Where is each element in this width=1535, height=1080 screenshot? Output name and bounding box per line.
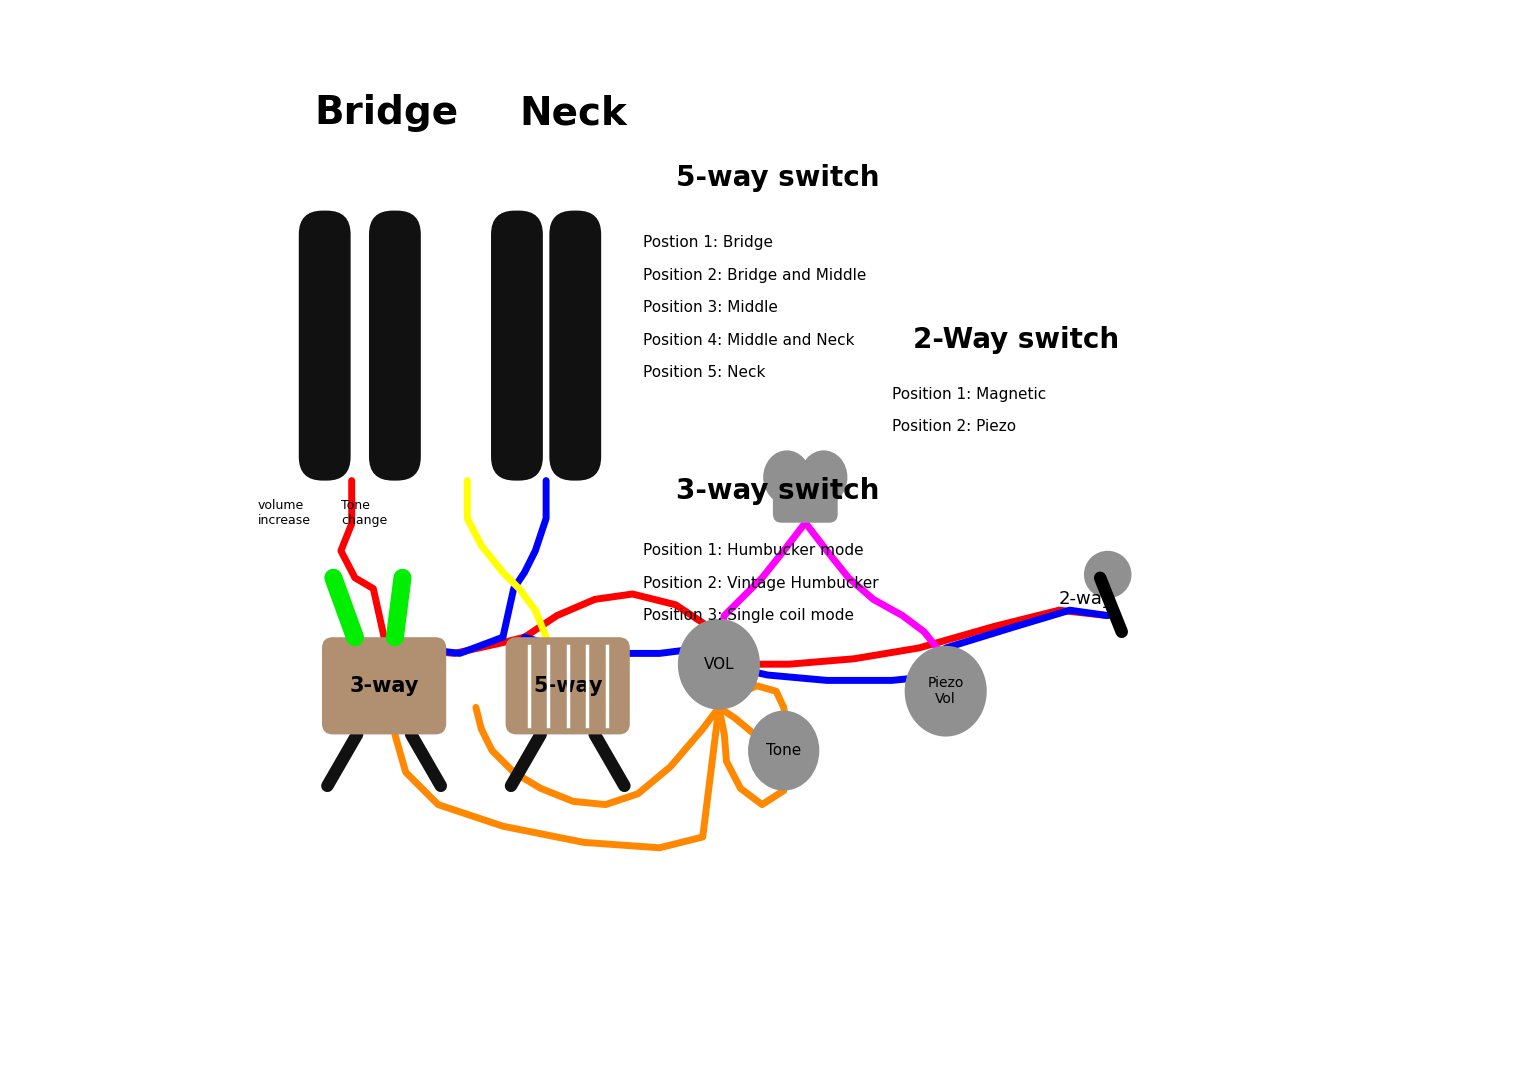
FancyBboxPatch shape (299, 211, 350, 481)
Ellipse shape (1084, 551, 1131, 598)
Ellipse shape (678, 619, 760, 710)
Text: Position 4: Middle and Neck: Position 4: Middle and Neck (643, 333, 855, 348)
Text: Postion 1: Bridge: Postion 1: Bridge (643, 235, 774, 251)
Text: Position 3: Single coil mode: Position 3: Single coil mode (643, 608, 855, 623)
Text: Position 3: Middle: Position 3: Middle (643, 300, 778, 315)
Text: Neck: Neck (519, 94, 626, 133)
Text: 5-way switch: 5-way switch (675, 164, 880, 192)
Text: Bridge: Bridge (313, 94, 457, 133)
Text: Position 2: Piezo: Position 2: Piezo (892, 419, 1016, 434)
Text: Tone
change: Tone change (341, 499, 387, 527)
Text: Position 5: Neck: Position 5: Neck (643, 365, 766, 380)
Ellipse shape (800, 450, 847, 504)
FancyBboxPatch shape (322, 637, 447, 734)
Ellipse shape (763, 450, 810, 504)
Text: 3-way switch: 3-way switch (675, 477, 880, 505)
Text: Position 1: Humbucker mode: Position 1: Humbucker mode (643, 543, 864, 558)
FancyBboxPatch shape (505, 637, 629, 734)
Text: Position 2: Bridge and Middle: Position 2: Bridge and Middle (643, 268, 867, 283)
Text: 3-way: 3-way (350, 676, 419, 696)
Text: Piezo
Vol: Piezo Vol (927, 676, 964, 706)
Text: volume
increase: volume increase (258, 499, 310, 527)
Text: 2-way: 2-way (1059, 591, 1113, 608)
Ellipse shape (748, 711, 820, 791)
Text: 5-way: 5-way (533, 676, 602, 696)
FancyBboxPatch shape (550, 211, 602, 481)
Text: Tone: Tone (766, 743, 801, 758)
Ellipse shape (904, 646, 987, 737)
FancyBboxPatch shape (368, 211, 421, 481)
Text: Position 1: Magnetic: Position 1: Magnetic (892, 387, 1045, 402)
Text: VOL: VOL (703, 657, 734, 672)
FancyBboxPatch shape (774, 482, 838, 523)
Text: 2-Way switch: 2-Way switch (913, 326, 1119, 354)
FancyBboxPatch shape (491, 211, 543, 481)
Text: Position 2: Vintage Humbucker: Position 2: Vintage Humbucker (643, 576, 880, 591)
